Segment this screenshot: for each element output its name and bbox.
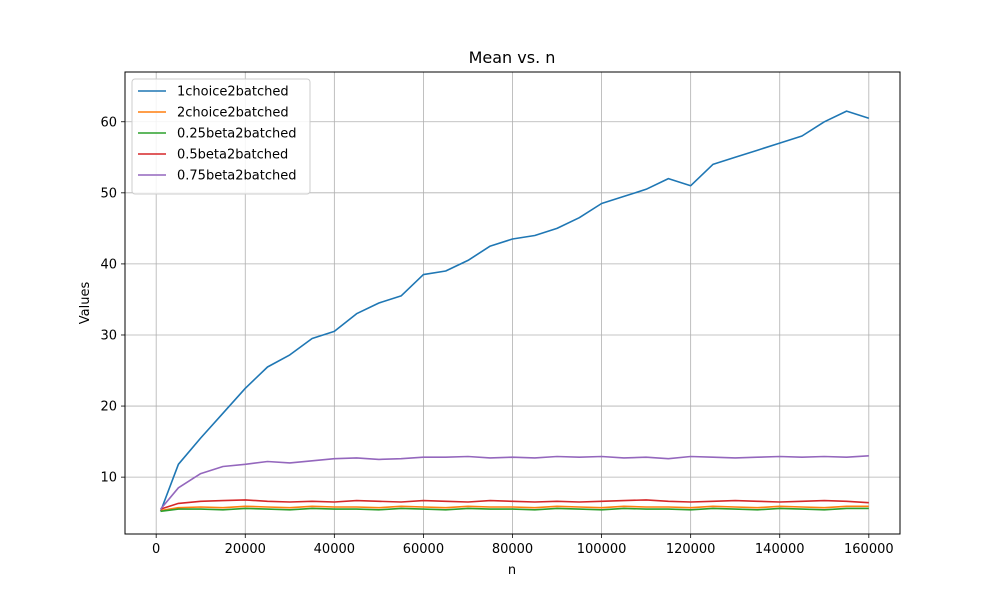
x-tick-label: 60000 (403, 542, 444, 557)
chart-title: Mean vs. n (469, 48, 556, 67)
y-tick-label: 20 (100, 400, 117, 415)
x-tick-label: 120000 (666, 542, 716, 557)
y-tick-label: 60 (100, 115, 117, 130)
y-axis-ticks: 10 20 30 40 50 60 (100, 115, 125, 486)
x-tick-label: 100000 (577, 542, 627, 557)
series-line-2choice2batched (160, 505, 869, 512)
legend-label: 1choice2batched (177, 85, 289, 100)
x-tick-label: 160000 (844, 542, 894, 557)
y-tick-label: 50 (100, 186, 117, 201)
x-axis-ticks: 0 20000 40000 60000 80000 100000 120000 140000 1… (152, 534, 894, 557)
x-tick-label: 40000 (314, 542, 355, 557)
x-axis-label: n (508, 563, 516, 578)
legend-frame (131, 78, 311, 195)
series-line-1choice2batched (159, 110, 870, 512)
series-line-0.5beta2batched (160, 499, 869, 510)
y-tick-label: 10 (100, 471, 117, 486)
legend: 1choice2batched 2choice2batched 0.25beta2b… (131, 78, 311, 195)
legend-label: 2choice2batched (177, 106, 289, 121)
x-tick-label: 80000 (492, 542, 533, 557)
y-axis-label: Values (78, 282, 93, 325)
y-tick-label: 30 (100, 328, 117, 343)
x-tick-label: 20000 (225, 542, 266, 557)
y-tick-label: 40 (100, 257, 117, 272)
x-tick-label: 0 (152, 542, 160, 557)
series-line-0.75beta2batched (159, 455, 869, 510)
grid-lines (125, 72, 900, 534)
legend-label: 0.5beta2batched (177, 148, 288, 163)
series-line-0.25beta2batched (160, 507, 869, 513)
legend-label: 0.75beta2batched (177, 169, 296, 184)
x-tick-label: 140000 (755, 542, 805, 557)
series-lines (159, 110, 870, 513)
legend-label: 0.25beta2batched (177, 127, 296, 142)
